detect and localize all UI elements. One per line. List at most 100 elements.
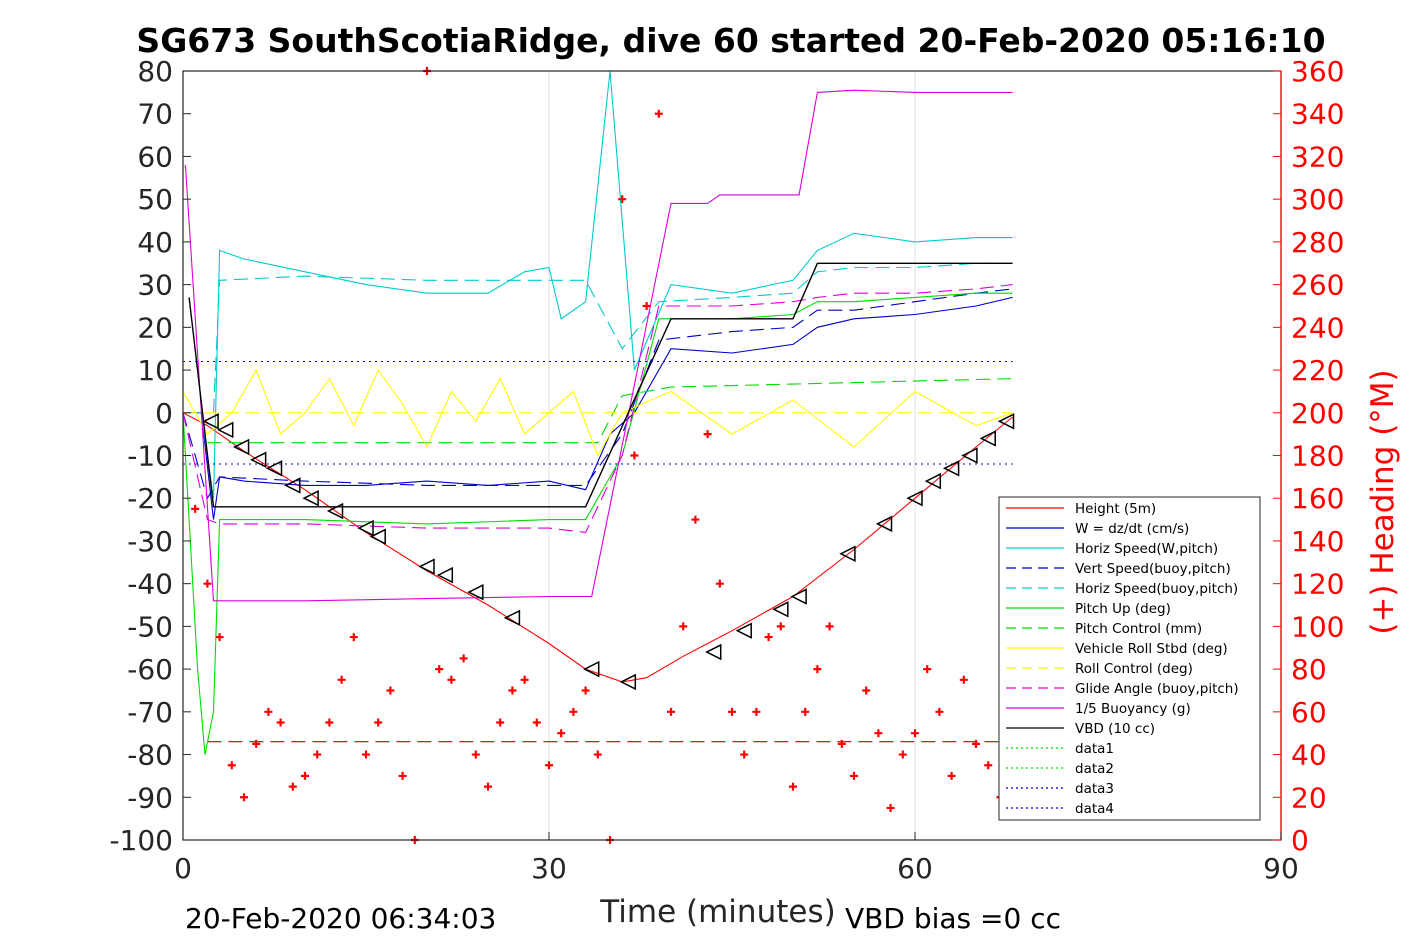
heading-point [545,761,553,770]
series-line-4 [212,262,1013,413]
chart-title: SG673 SouthScotiaRidge, dive 60 started … [136,21,1325,60]
legend-label: data4 [1075,801,1114,817]
left-tick-label: -80 [127,739,173,772]
heading-point [435,665,444,674]
right-tick-label: 280 [1291,226,1344,259]
heading-point [923,665,932,674]
depth-marker [705,643,722,661]
series-line-5 [182,292,1013,755]
heading-point [911,729,919,738]
heading-point [471,750,480,759]
heading-point [325,718,334,727]
depth-marker [284,477,301,494]
right-tick-label: 120 [1291,568,1344,601]
heading-point [301,771,309,780]
heading-layer [191,67,1017,844]
right-tick-label: 140 [1291,525,1344,558]
left-tick-label: 10 [137,354,173,387]
depth-marker [503,609,521,627]
series-line-2 [183,70,1013,499]
heading-point [813,665,822,674]
footer-timestamp: 20-Feb-2020 06:34:03 [185,902,496,935]
heading-point [789,782,797,791]
heading-point [776,622,785,631]
heading-point [618,195,627,204]
heading-point [593,750,602,759]
left-tick-label: -60 [127,653,173,686]
right-tick-label: 40 [1291,739,1327,772]
left-tick-label: -90 [127,781,173,814]
legend-label: Vert Speed(buoy,pitch) [1075,561,1231,577]
x-tick-label: 90 [1263,852,1299,885]
depth-marker [249,451,267,468]
heading-point [203,579,212,588]
heading-point [532,718,541,727]
depth-marker [772,601,789,618]
right-tick-label: 300 [1291,183,1344,216]
heading-point [288,782,297,791]
heading-point [935,707,944,716]
heading-point [947,771,956,780]
right-tick-label: 360 [1291,55,1344,88]
depth-marker [839,545,856,562]
heading-point [276,718,285,727]
left-tick-label: 60 [137,140,173,173]
heading-point [886,803,895,812]
heading-point [728,707,736,716]
left-tick-label: -30 [127,525,173,558]
legend-label: data3 [1075,781,1114,797]
heading-point [227,761,236,770]
x-axis: 0 30 60 90 [174,832,1299,885]
left-tick-label: -50 [127,610,173,643]
heading-point [459,654,468,663]
left-tick-label: -20 [127,482,173,515]
series-line-6 [207,378,1013,444]
heading-point [642,301,651,310]
footer-vbd-bias: VBD bias =0 cc [845,902,1061,935]
heading-point [825,622,834,631]
series-line-10 [184,89,1013,602]
right-axis: 3603403203002802602402202001801601401201… [1273,55,1344,857]
depth-marker [217,421,234,439]
right-tick-label: 80 [1291,653,1327,686]
legend-label: data2 [1075,761,1114,777]
grid-lines [548,71,916,840]
heading-point [484,782,492,791]
right-tick-label: 60 [1291,696,1327,729]
heading-point [715,579,724,588]
depth-marker [979,430,996,447]
left-tick-label: 70 [137,98,173,131]
heading-point [667,707,675,716]
heading-point [337,675,346,684]
heading-point [630,451,639,460]
heading-point [691,515,700,524]
heading-point [386,686,395,695]
heading-point [764,633,773,642]
depth-marker [619,673,637,691]
depth-marker [735,622,752,639]
right-axis-label: (+) Heading (°M) [1365,369,1401,634]
left-tick-label: 30 [137,269,173,302]
depth-marker [924,472,942,490]
heading-point [215,633,224,642]
heading-point [191,504,200,513]
heading-point [398,771,407,780]
heading-point [740,750,749,759]
heading-point [752,707,761,716]
heading-point [801,707,810,716]
heading-point [557,729,566,738]
depth-marker-layer [202,413,1015,691]
depth-marker [418,558,435,575]
series-layer [182,70,1013,755]
heading-point [874,729,883,738]
heading-point [703,430,712,439]
heading-point [508,686,517,695]
legend: Height (5m) W = dz/dt (cm/s) Horiz Speed(W… [998,496,1261,821]
right-tick-label: 240 [1291,311,1344,344]
legend-label: W = dz/dt (cm/s) [1075,521,1189,537]
heading-point [349,633,358,642]
heading-point [313,750,322,759]
depth-marker [467,583,484,601]
right-tick-label: 100 [1291,610,1344,643]
